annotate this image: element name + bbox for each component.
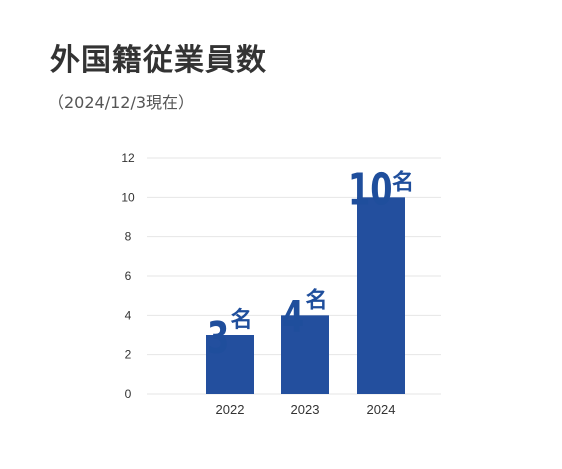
- y-tick-label: 12: [121, 151, 135, 165]
- value-number: 10: [348, 165, 393, 215]
- chart-subtitle: （2024/12/3現在）: [48, 93, 195, 112]
- value-label-2024: 10 名: [348, 165, 414, 215]
- value-unit: 名: [392, 169, 414, 195]
- y-tick-label: 8: [125, 230, 132, 244]
- value-unit: 名: [230, 307, 252, 333]
- value-unit: 名: [305, 287, 327, 313]
- bar-2024: [357, 197, 405, 394]
- bar-2022: [206, 335, 254, 394]
- x-tick-label: 2023: [291, 402, 320, 417]
- y-tick-label: 4: [125, 308, 132, 322]
- y-tick-label: 10: [121, 190, 135, 204]
- x-axis-ticks: 2022 2023 2024: [216, 402, 396, 417]
- y-tick-label: 2: [125, 348, 132, 362]
- y-tick-label: 0: [125, 387, 132, 401]
- value-number: 4: [282, 292, 304, 342]
- x-tick-label: 2022: [216, 402, 245, 417]
- chart-title: 外国籍従業員数: [50, 43, 267, 78]
- bar-2023: [281, 315, 329, 394]
- x-tick-label: 2024: [367, 402, 396, 417]
- bars: [206, 197, 405, 394]
- value-labels: 3 名 4 名10 名: [207, 165, 414, 364]
- value-number: 3: [207, 313, 229, 363]
- y-tick-label: 6: [125, 269, 132, 283]
- y-axis-ticks: 0 2 4 6 8 10 12: [121, 151, 135, 401]
